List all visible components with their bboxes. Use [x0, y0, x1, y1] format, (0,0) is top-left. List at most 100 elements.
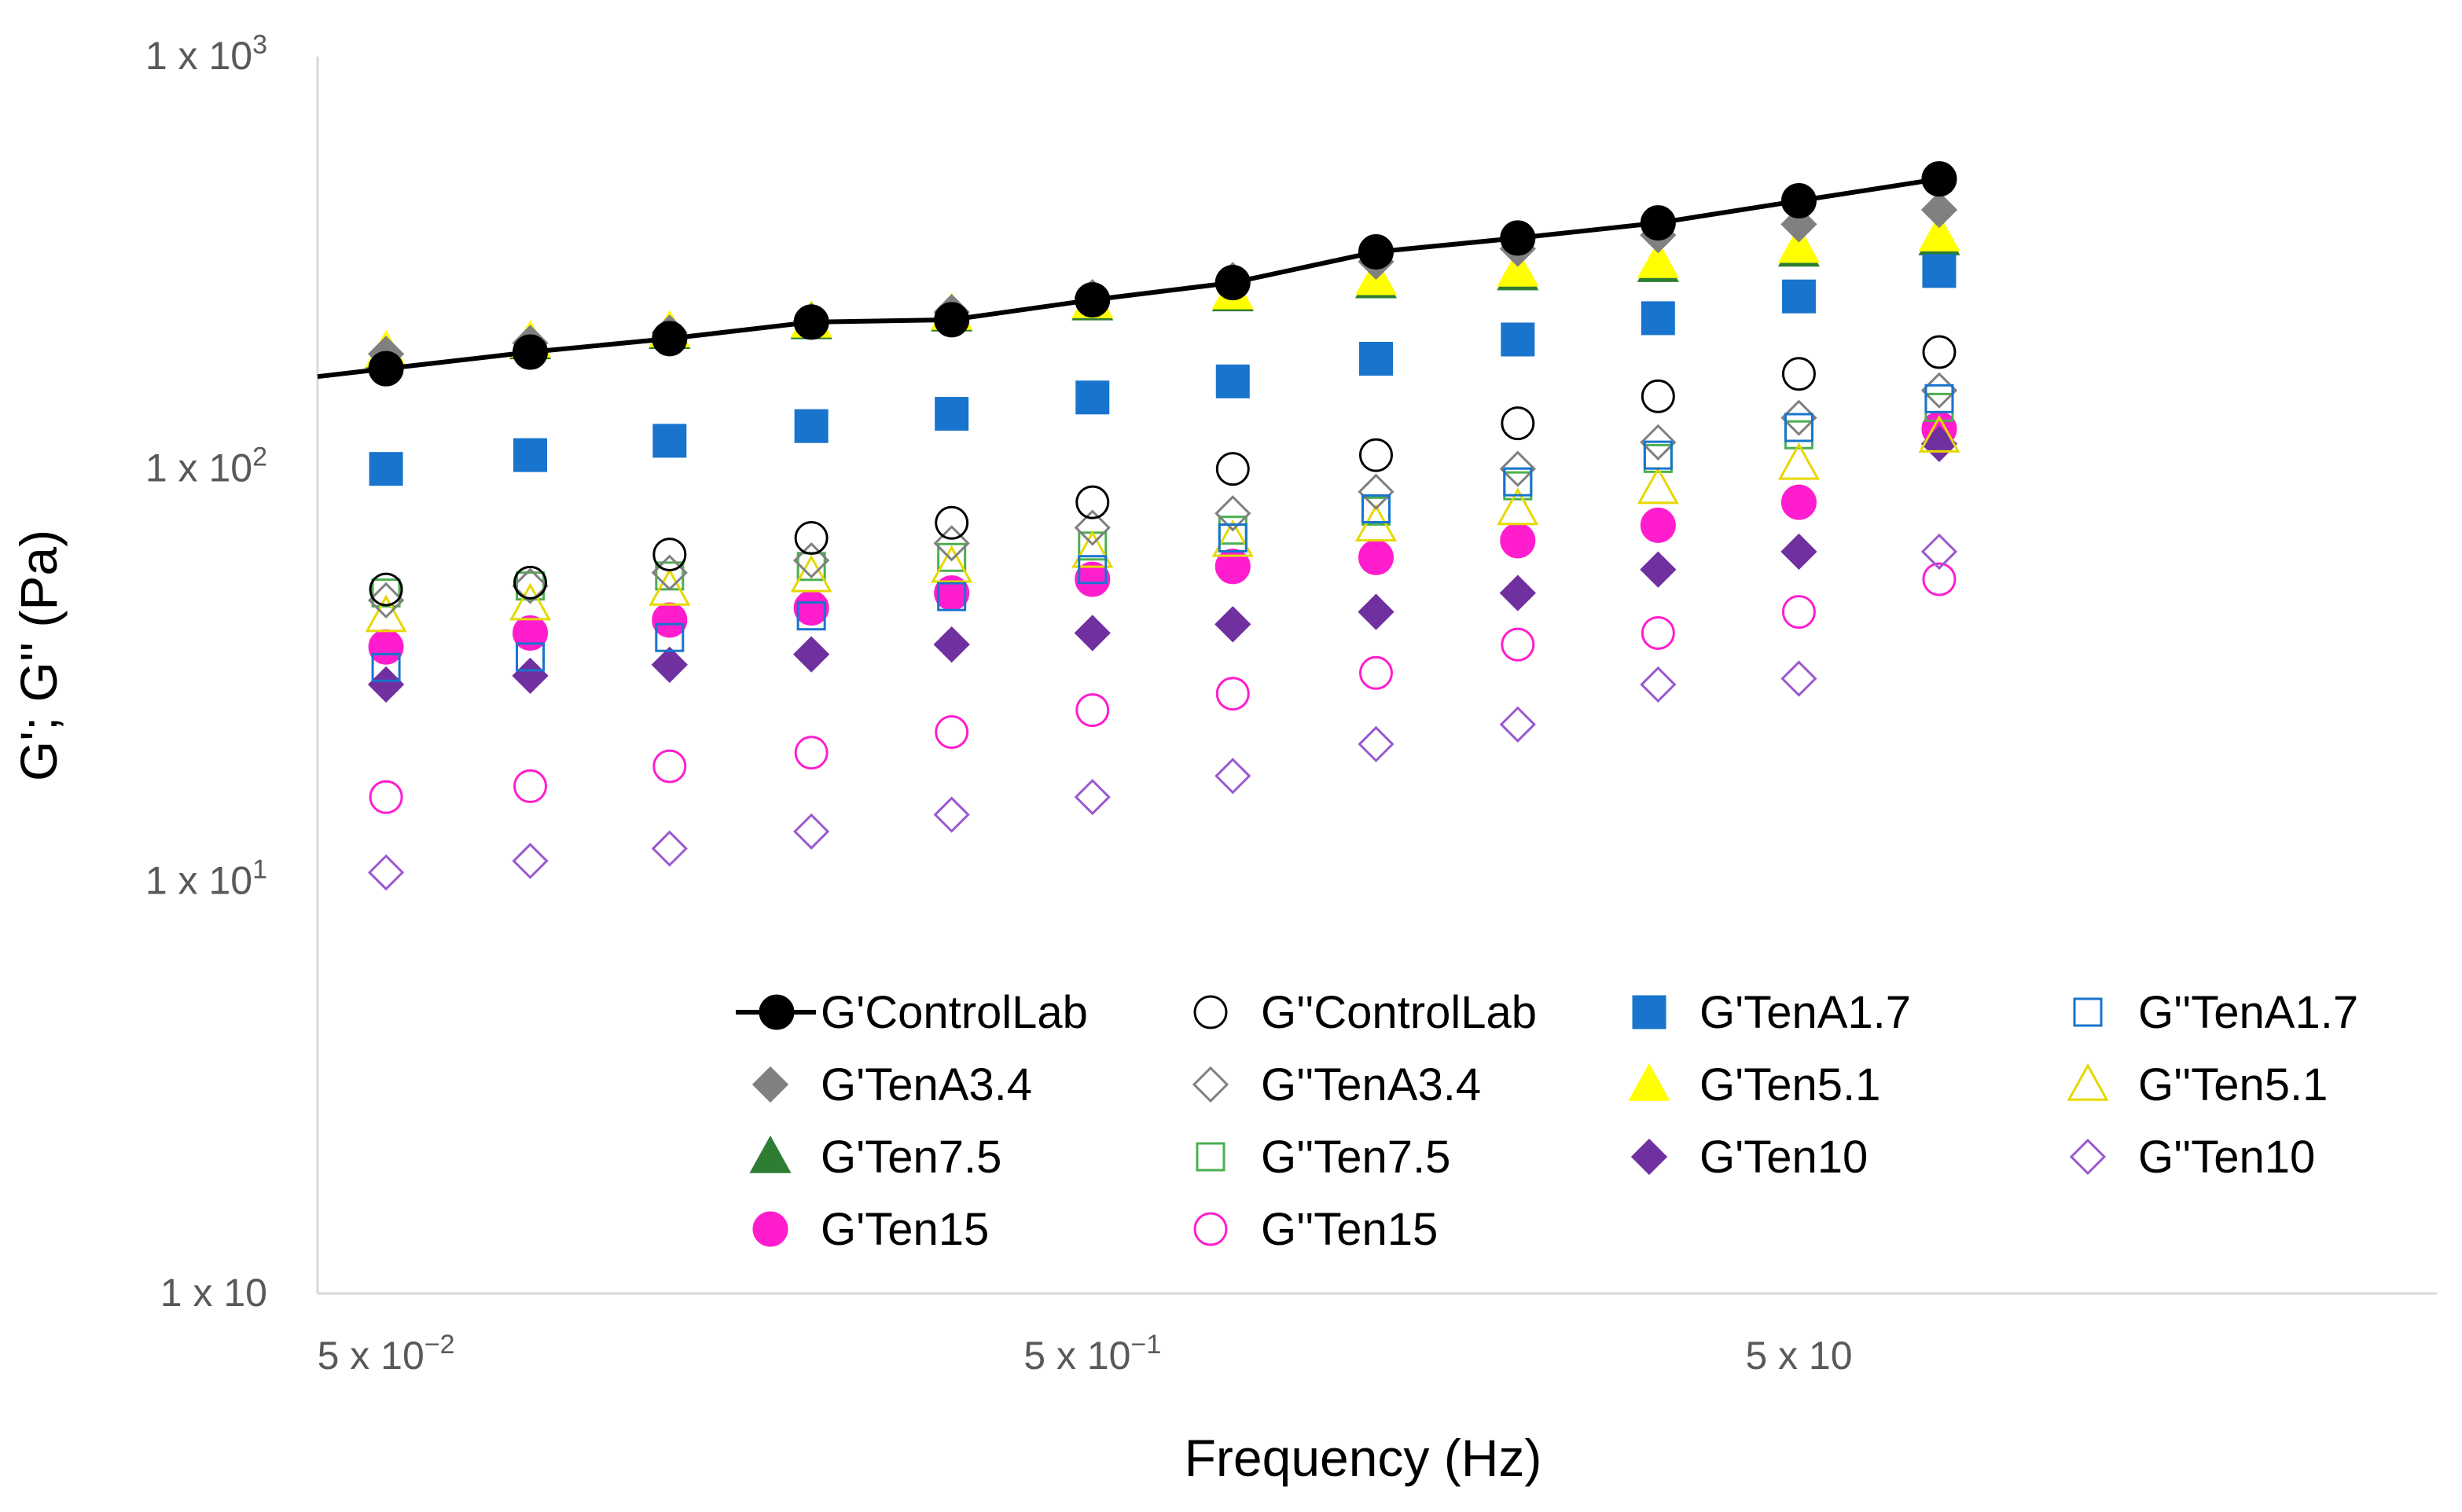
- data-point: [649, 568, 691, 606]
- data-point: [793, 590, 829, 626]
- data-point: [1781, 357, 1816, 391]
- data-point: [1071, 530, 1114, 568]
- data-point: [1640, 666, 1677, 703]
- legend-marker: [759, 994, 795, 1030]
- data-point: [1501, 406, 1535, 441]
- data-point: [1214, 265, 1251, 301]
- legend-label: G''ControlLab: [1261, 987, 1537, 1038]
- series-G''Ten15: [369, 562, 1957, 814]
- legend-label: G''Ten5.1: [2138, 1059, 2328, 1110]
- data-point: [651, 830, 688, 867]
- legend-marker: [1193, 995, 1228, 1029]
- data-point: [1075, 561, 1111, 597]
- data-point: [933, 796, 970, 833]
- data-point: [1358, 539, 1394, 575]
- legend-label: G'ControlLab: [821, 987, 1088, 1038]
- legend-entry: G''Ten5.1: [2067, 1059, 2328, 1110]
- series-line: [317, 176, 1940, 380]
- data-point: [513, 438, 548, 472]
- data-point: [1503, 467, 1533, 497]
- legend-entry: G''Ten10: [2069, 1132, 2315, 1183]
- data-point: [652, 321, 688, 357]
- data-point: [1358, 234, 1394, 270]
- data-point: [1361, 494, 1391, 524]
- x-tick-label: 5 x 10−2: [318, 1330, 455, 1378]
- data-point: [367, 582, 405, 619]
- data-point: [512, 842, 549, 879]
- data-point: [933, 525, 970, 562]
- data-point: [1215, 677, 1250, 711]
- data-point: [793, 541, 830, 579]
- data-point: [1777, 442, 1820, 480]
- data-point: [1641, 615, 1675, 650]
- data-point: [1215, 364, 1250, 398]
- legend-marker: [1632, 995, 1666, 1029]
- data-point: [509, 582, 552, 621]
- data-point: [1078, 555, 1108, 585]
- legend-entry: G''Ten7.5: [1196, 1132, 1450, 1183]
- data-point: [369, 572, 403, 607]
- data-point: [794, 521, 829, 556]
- legend-marker: [749, 1135, 792, 1173]
- series-G'ControlLab: [317, 161, 1957, 387]
- data-point: [1214, 606, 1251, 643]
- data-point: [1781, 595, 1816, 629]
- legend-entry: G''Ten15: [1193, 1204, 1438, 1255]
- y-tick-label: 1 x 10: [160, 1271, 267, 1315]
- legend-entry: G'TenA3.4: [751, 1059, 1032, 1110]
- data-point: [1777, 225, 1820, 263]
- legend-label: G'Ten10: [1700, 1132, 1868, 1183]
- series-G''TenA1.7: [371, 384, 1954, 682]
- data-point: [655, 622, 685, 652]
- legend-marker: [752, 1211, 788, 1247]
- data-point: [933, 626, 970, 663]
- data-point: [935, 505, 969, 540]
- data-point: [935, 397, 969, 431]
- data-point: [652, 538, 687, 572]
- data-point: [1918, 415, 1960, 453]
- legend: G'ControlLab G''ControlLab G'TenA1.7 G''Ten…: [736, 987, 2358, 1255]
- legend-label: G'TenA3.4: [821, 1059, 1032, 1110]
- data-point: [793, 813, 830, 850]
- legend-entry: G''TenA1.7: [2073, 987, 2358, 1038]
- data-point: [793, 304, 829, 340]
- legend-marker: [1192, 1066, 1229, 1103]
- legend-entry: G'Ten15: [752, 1204, 989, 1255]
- legend-marker: [2067, 1062, 2109, 1101]
- data-point: [1924, 384, 1954, 413]
- y-tick-label: 1 x 101: [145, 854, 267, 902]
- data-point: [652, 749, 687, 784]
- legend-label: G'Ten7.5: [821, 1132, 1001, 1183]
- data-point: [1211, 519, 1254, 557]
- data-point: [1922, 335, 1957, 369]
- data-point: [368, 350, 404, 387]
- data-point: [1640, 205, 1676, 241]
- data-point: [371, 578, 401, 608]
- y-axis-title: G'; G'' (Pa): [9, 530, 68, 781]
- tick-labels: 1 x 103 1 x 102 1 x 101 1 x 10 5 x 10−2 5 x 1…: [145, 30, 1853, 1378]
- data-point: [937, 582, 967, 611]
- legend-label: G'TenA1.7: [1700, 987, 1911, 1038]
- legend-entry: G'ControlLab: [736, 987, 1088, 1038]
- series-G'Ten15: [368, 411, 1957, 665]
- data-point: [1637, 466, 1679, 505]
- data-point: [367, 854, 405, 891]
- data-point: [513, 769, 548, 803]
- legend-label: G'Ten15: [821, 1204, 989, 1255]
- data-point: [1784, 413, 1813, 442]
- data-point: [1214, 495, 1251, 532]
- legend-marker: [1196, 1142, 1225, 1172]
- data-point: [1501, 627, 1535, 662]
- axes: [316, 57, 2437, 1295]
- legend-entry: G''TenA3.4: [1192, 1059, 1481, 1110]
- data-point: [1214, 758, 1251, 795]
- data-point: [1501, 322, 1535, 357]
- data-point: [1497, 248, 1539, 287]
- data-point: [1074, 615, 1111, 651]
- data-point: [1214, 549, 1251, 585]
- data-point: [365, 594, 407, 633]
- legend-marker: [1193, 1212, 1228, 1246]
- data-point: [794, 409, 829, 443]
- data-point: [513, 565, 548, 600]
